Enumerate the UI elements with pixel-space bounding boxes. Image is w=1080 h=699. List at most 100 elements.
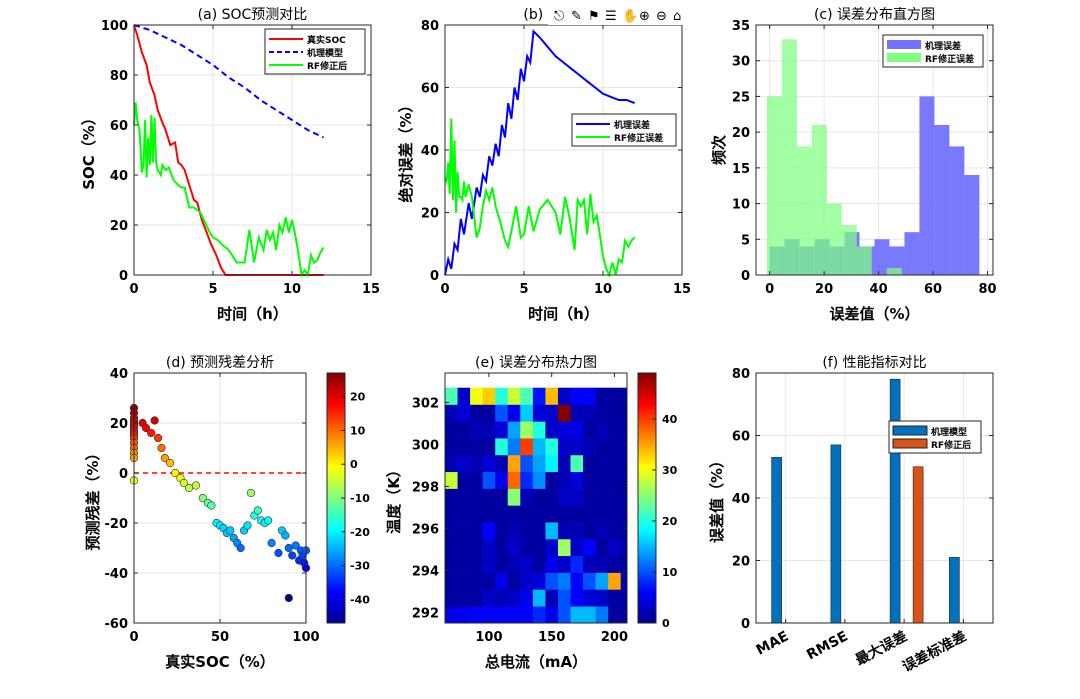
zoom-out-icon[interactable]: ⊖ [656,9,667,24]
y-axis-label: 温度（K） [385,462,403,534]
colorbar-tick-label: 0 [350,458,358,471]
heatmap-cell [557,471,571,489]
heatmap-cell [482,522,496,540]
scatter-point [288,551,297,560]
y-tick-label: 80 [421,19,439,34]
scatter-point [264,516,273,525]
y-tick-label: 100 [101,19,128,34]
heatmap-cell [457,606,471,624]
heatmap-cell [507,404,521,422]
heatmap-cell [520,404,534,422]
heatmap-cell [570,522,584,540]
export-icon[interactable]: ⎋ [554,9,564,24]
x-tick-label: 5 [208,282,217,297]
heatmap-cell [532,538,546,557]
heatmap-cell [545,589,559,607]
heatmap-cell [532,438,546,456]
heatmap-cell [495,538,509,557]
heatmap-cell [620,555,628,573]
y-tick-label: 292 [412,606,439,621]
y-tick-label: 296 [412,522,439,537]
y-tick-label: 0 [119,269,128,284]
heatmap-cell [620,505,628,523]
scatter-point [198,493,207,503]
heatmap-cell [595,555,609,573]
heatmap-cell [545,505,559,523]
heatmap-cell [545,471,559,489]
scatter-point [147,428,156,438]
heatmap-cell [520,555,534,573]
y-tick-label: -60 [105,617,129,632]
colorbar-tick-label: -20 [350,526,370,539]
heatmap-cell [557,589,571,607]
heatmap-cell [457,505,471,523]
heatmap-cell [495,555,509,573]
heatmap-cell [620,421,628,439]
heatmap-cell [570,589,584,607]
heatmap-cell [595,606,609,624]
heatmap-cell [532,421,546,439]
heatmap-cell [445,471,458,489]
x-tick-label: 150 [538,630,565,645]
x-tick-label: 5 [519,282,528,297]
y-tick-label: 25 [732,90,750,105]
heatmap-cell [545,387,559,405]
heatmap-cell [608,438,622,456]
scatter-point [166,458,175,468]
legend-label: RF修正后 [307,60,347,72]
heatmap-cell [495,387,509,405]
colorbar-tick-label: -10 [350,492,370,505]
heatmap-cell [620,387,628,405]
heatmap-cell [482,555,496,573]
histogram-bar [811,125,827,275]
heatmap-cell [595,522,609,540]
list-icon[interactable]: ☰ [605,9,617,24]
x-axis-label: 时间（h） [528,305,599,323]
colorbar-tick-label: 30 [662,464,678,477]
heatmap-cell [583,387,596,405]
heatmap-cell [470,488,483,506]
colorbar-tick-label: 20 [662,515,678,528]
bar [949,557,960,624]
heatmap-cell [482,471,496,489]
brush-icon[interactable]: ✎ [571,9,582,24]
heatmap-cell [557,555,571,573]
axes-frame [444,372,628,624]
heatmap-cell [608,454,622,473]
heatmap-cell [470,454,483,473]
y-tick-label: 40 [421,144,439,159]
heatmap-cell [520,572,534,590]
y-tick-label: 80 [110,69,128,84]
heatmap-cell [608,404,622,422]
x-tick-label: 0 [765,282,774,297]
x-tick-label: 0 [129,282,138,297]
y-tick-label: 10 [732,198,750,213]
heatmap-cell [532,589,546,607]
heatmap-cell [608,387,622,405]
heatmap-cell [595,438,609,456]
histogram-bar [841,225,857,275]
scatter-point [179,478,188,488]
heatmap-cell [507,421,521,439]
data-tips-icon[interactable]: ⚑ [588,9,600,24]
pan-icon[interactable]: ✋ [622,8,638,24]
zoom-in-icon[interactable]: ⊕ [639,9,650,24]
heatmap-cell [457,538,471,557]
heatmap-cell [507,471,521,489]
chart-title: (f) 性能指标对比 [822,355,926,371]
heatmap-cell [495,438,509,456]
heatmap-cell [620,471,628,489]
y-tick-label: 35 [732,19,750,34]
heatmap-cell [457,454,471,473]
heatmap-cell [520,471,534,489]
scatter-point [243,521,252,530]
home-icon[interactable]: ⌂ [673,9,681,24]
y-tick-label: 60 [421,82,439,97]
heatmap-cell [457,572,471,590]
legend-label: RF修正误差 [614,132,663,144]
x-tick-label: RMSE [804,628,851,663]
x-axis-label: 误差值（%） [829,305,919,323]
series-line-mechanism [133,24,325,139]
histogram-bar [949,146,965,275]
